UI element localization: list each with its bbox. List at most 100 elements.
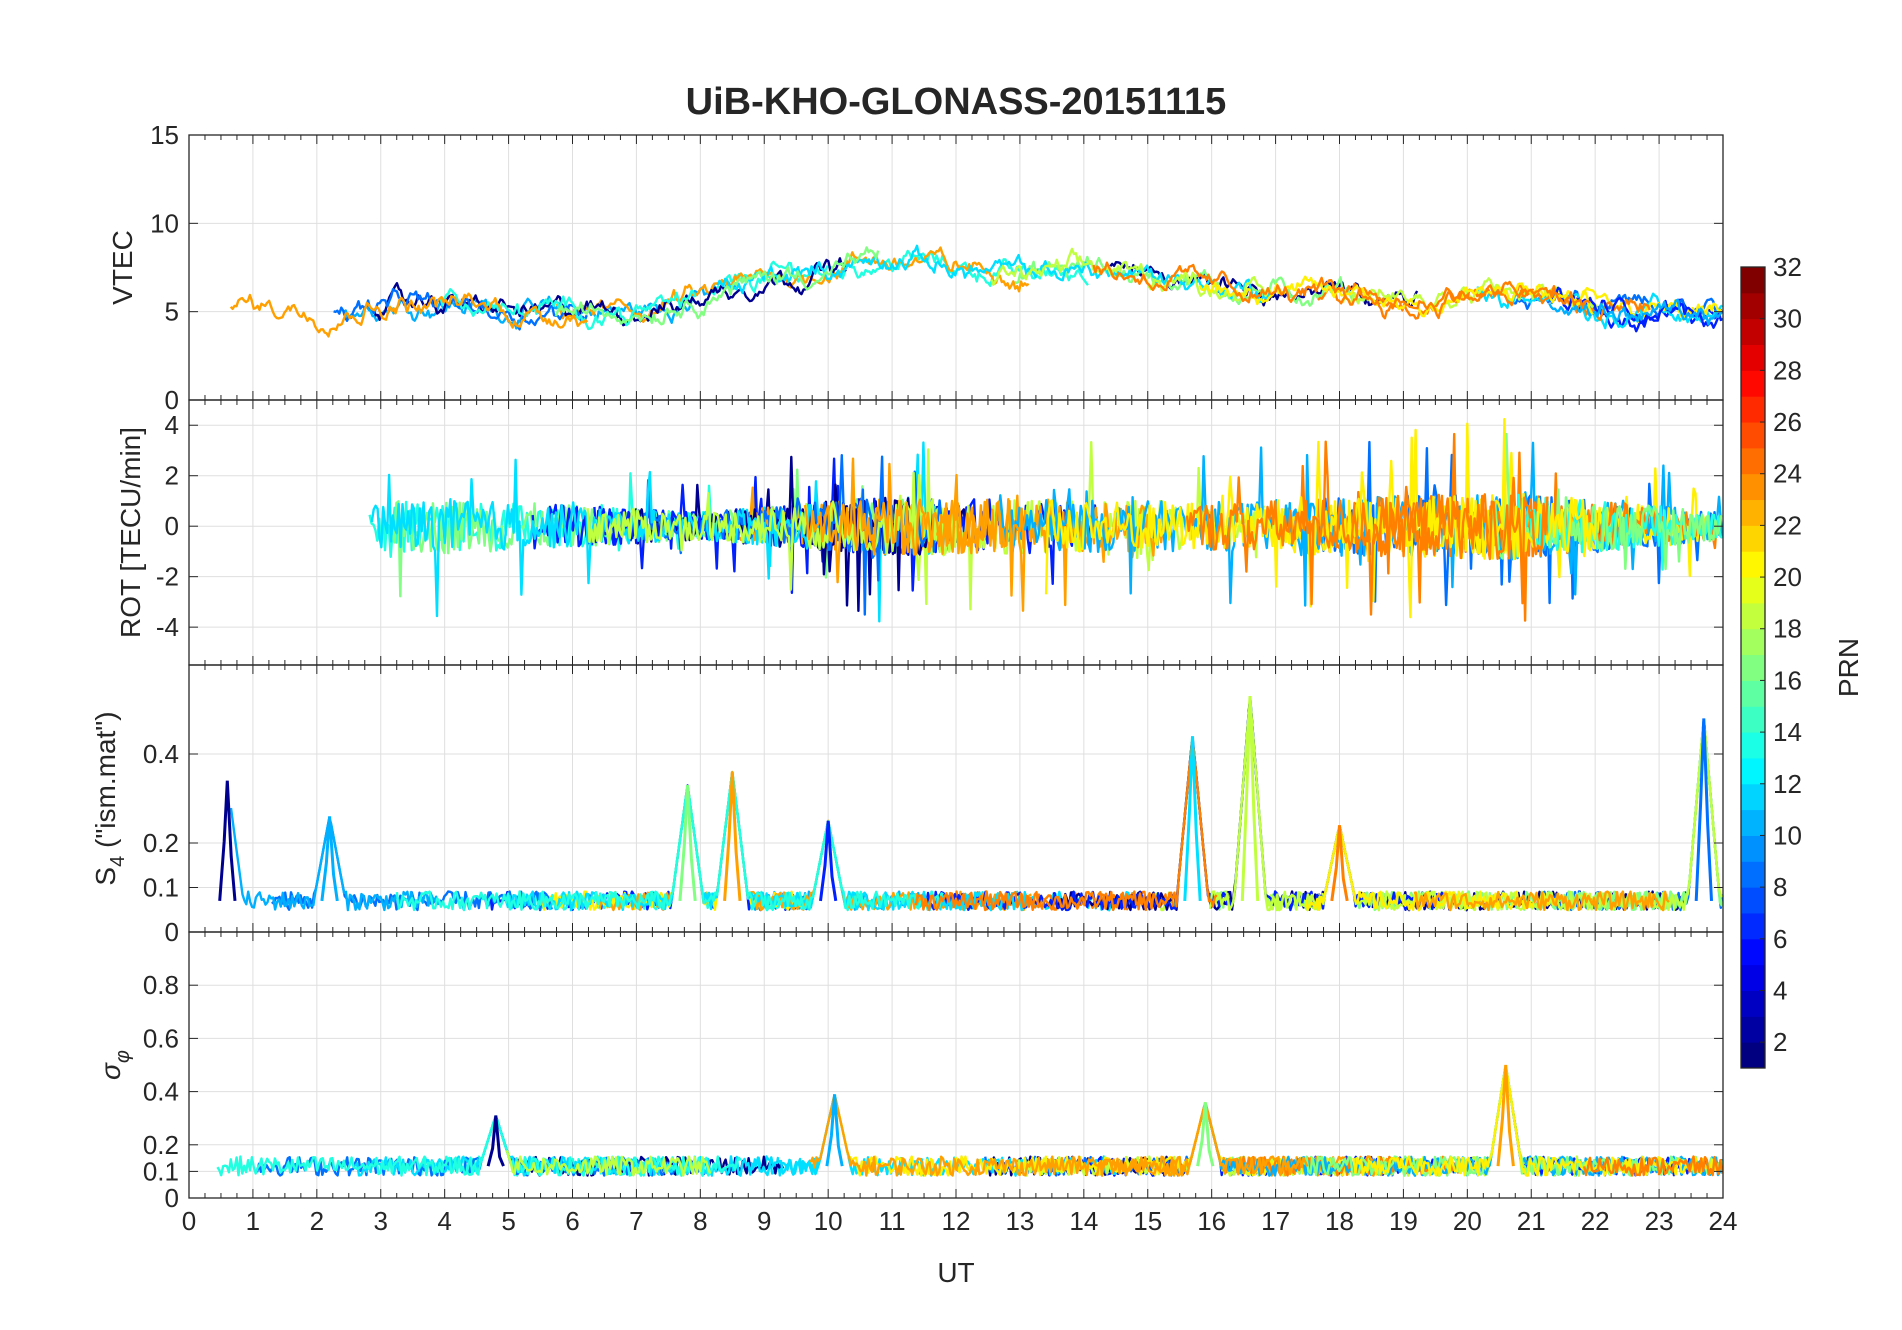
series-line xyxy=(1352,1068,1723,1177)
series-line xyxy=(1287,723,1723,912)
x-tick-label: 22 xyxy=(1581,1206,1610,1236)
colorbar-segment xyxy=(1741,1042,1765,1069)
series-line xyxy=(554,246,880,326)
x-tick-label: 5 xyxy=(501,1206,515,1236)
colorbar-segment xyxy=(1741,964,1765,991)
panel-3: 0 0.1 0.2 0.4 S4 ("ism.mat") xyxy=(90,664,1724,947)
colorbar-segment xyxy=(1741,861,1765,888)
colorbar-segment xyxy=(1741,267,1765,294)
y-tick-label: 0 xyxy=(165,1183,179,1213)
y-axis-label: S4 ("ism.mat") xyxy=(90,711,129,885)
x-tick-label: 23 xyxy=(1645,1206,1674,1236)
colorbar-tick-label: 6 xyxy=(1773,924,1787,954)
colorbar-segment xyxy=(1741,628,1765,656)
colorbar-segment xyxy=(1741,809,1765,836)
colorbar-tick-label: 22 xyxy=(1773,510,1802,540)
colorbar-label: PRN xyxy=(1833,638,1864,697)
y-tick-label: 0 xyxy=(165,917,179,947)
y-axis-label: σφ xyxy=(95,1050,134,1080)
series-line xyxy=(1092,261,1591,320)
series-line xyxy=(1491,432,1723,571)
series-line xyxy=(229,292,589,338)
y-tick-label: 0.2 xyxy=(143,1130,179,1160)
series-line xyxy=(1208,700,1723,912)
x-tick-label: 18 xyxy=(1325,1206,1354,1236)
colorbar-segment xyxy=(1741,938,1765,966)
colorbar-segment xyxy=(1741,370,1765,397)
x-tick-label: 14 xyxy=(1069,1206,1098,1236)
colorbar-tick-label: 24 xyxy=(1773,459,1802,489)
x-tick-label: 20 xyxy=(1453,1206,1482,1236)
colorbar-segment xyxy=(1741,990,1765,1017)
colorbar-segment xyxy=(1741,706,1765,733)
series-line xyxy=(716,244,1271,303)
colorbar-tick-label: 8 xyxy=(1773,872,1787,902)
series-line xyxy=(1548,298,1723,326)
y-tick-label: 0.6 xyxy=(143,1023,179,1053)
peak-mark xyxy=(723,771,742,902)
peak-mark xyxy=(486,1115,505,1167)
x-tick-label: 21 xyxy=(1517,1206,1546,1236)
colorbar-segment xyxy=(1741,396,1765,423)
peak-mark xyxy=(320,816,339,902)
series-group xyxy=(216,1064,1723,1177)
series-line xyxy=(229,807,443,912)
colorbar-tick-label: 14 xyxy=(1773,717,1802,747)
colorbar-tick-label: 20 xyxy=(1773,562,1802,592)
colorbar-segment xyxy=(1741,447,1765,475)
panel-1: 0 5 10 15 VTEC xyxy=(107,120,1724,415)
x-tick-label: 13 xyxy=(1005,1206,1034,1236)
colorbar-segment xyxy=(1741,499,1765,526)
series-line xyxy=(1413,890,1670,912)
y-tick-label: 0.8 xyxy=(143,970,179,1000)
peak-mark xyxy=(1196,1102,1215,1167)
y-tick-label: 0 xyxy=(165,511,179,541)
panel-4: 00.10.2 0.4 0.6 0.8 σφ xyxy=(95,931,1724,1213)
colorbar-tick-label: 16 xyxy=(1773,665,1802,695)
x-tick-label: 9 xyxy=(757,1206,771,1236)
y-tick-label: -4 xyxy=(156,612,179,642)
colorbar-tick-label: 18 xyxy=(1773,614,1802,644)
colorbar-segment xyxy=(1741,422,1765,449)
series-line xyxy=(1150,698,1477,912)
series-line xyxy=(505,1150,712,1177)
x-tick-label: 3 xyxy=(374,1206,388,1236)
y-tick-label: 0.4 xyxy=(143,1077,179,1107)
x-tick-label: 12 xyxy=(942,1206,971,1236)
peak-mark xyxy=(678,785,697,902)
chart-title: UiB-KHO-GLONASS-20151115 xyxy=(686,81,1227,123)
x-tick-label: 19 xyxy=(1389,1206,1418,1236)
peak-mark xyxy=(1694,718,1713,901)
series-line xyxy=(803,457,1025,584)
series-line xyxy=(1185,476,1549,616)
series-group xyxy=(229,244,1723,338)
x-tick-label: 11 xyxy=(879,1206,906,1236)
y-tick-label: 0.4 xyxy=(143,739,179,769)
colorbar-segment xyxy=(1741,912,1765,940)
peak-mark xyxy=(218,780,237,902)
colorbar-tick-label: 12 xyxy=(1773,769,1802,799)
y-tick-label: 0.2 xyxy=(143,828,179,858)
series-line xyxy=(370,458,816,618)
series-line xyxy=(216,1115,742,1177)
colorbar-tick-label: 32 xyxy=(1773,252,1802,282)
colorbar-segment xyxy=(1741,577,1765,604)
series-line xyxy=(586,471,938,591)
colorbar-segment xyxy=(1741,732,1765,759)
x-tick-label: 7 xyxy=(629,1206,643,1236)
series-line xyxy=(809,1096,1309,1177)
colorbar-segment xyxy=(1741,835,1765,862)
peak-mark xyxy=(1496,1064,1515,1167)
x-tick-label: 17 xyxy=(1261,1206,1290,1236)
colorbar-frame xyxy=(1740,266,1766,1069)
x-tick-label: 24 xyxy=(1709,1206,1738,1236)
peak-mark xyxy=(1183,736,1202,901)
series-line xyxy=(555,246,1030,323)
y-axis-label: ROT [TECU/min] xyxy=(115,427,146,638)
x-tick-label: 1 xyxy=(246,1206,260,1236)
colorbar-segment xyxy=(1741,680,1765,707)
peak-mark xyxy=(825,1094,844,1167)
y-tick-label: 15 xyxy=(150,120,179,150)
colorbar-segment xyxy=(1741,783,1765,811)
